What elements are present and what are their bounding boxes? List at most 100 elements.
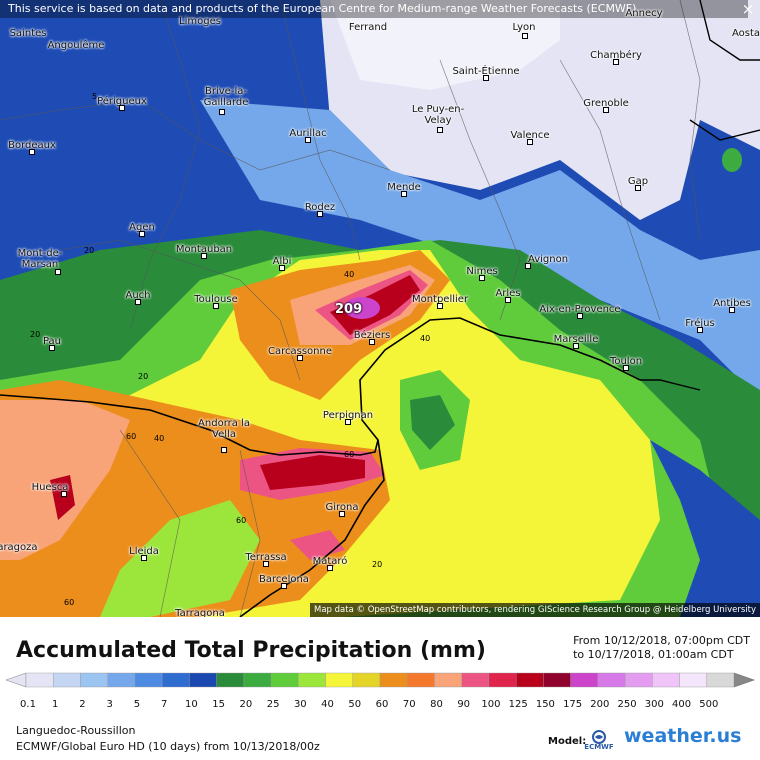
city-marker xyxy=(201,253,207,259)
contour-label: 60 xyxy=(126,432,137,441)
ecmwf-logo: ECMWF xyxy=(582,729,616,753)
city-marker xyxy=(279,265,285,271)
city-label: Le Puy-en-Velay xyxy=(411,104,465,126)
scale-swatch xyxy=(352,672,381,688)
scale-swatch xyxy=(488,672,517,688)
ecmwf-disclaimer-banner: This service is based on data and produc… xyxy=(0,0,748,18)
model-label: Model: xyxy=(548,736,587,747)
city-label: Mende xyxy=(387,182,421,193)
scale-swatch xyxy=(434,672,462,688)
scale-tick-label: 40 xyxy=(321,699,334,710)
city-label: Béziers xyxy=(353,330,391,341)
scale-tick-label: 5 xyxy=(134,699,140,710)
city-marker xyxy=(522,33,528,39)
scale-tick-label: 125 xyxy=(509,699,528,710)
city-label: Arles xyxy=(495,288,521,299)
scale-swatch xyxy=(270,672,299,688)
city-label: Chambéry xyxy=(590,50,642,61)
city-marker xyxy=(577,313,583,319)
city-label: Albi xyxy=(272,256,292,267)
city-marker xyxy=(49,345,55,351)
scale-tick-label: 3 xyxy=(107,699,113,710)
city-marker xyxy=(29,149,35,155)
city-marker xyxy=(55,269,61,275)
city-label: Nimes xyxy=(466,266,498,277)
map-attribution: Map data © OpenStreetMap contributors, r… xyxy=(310,603,760,617)
scale-tick-label: 250 xyxy=(618,699,637,710)
scale-swatch xyxy=(161,672,190,688)
scale-tick-label: 15 xyxy=(212,699,225,710)
chart-title: Accumulated Total Precipitation (mm) xyxy=(16,638,486,663)
city-marker xyxy=(401,191,407,197)
city-label: Périgueux xyxy=(97,96,147,107)
contour-label: 20 xyxy=(138,372,149,381)
city-label: Zaragoza xyxy=(0,542,38,553)
scale-tick-label: 90 xyxy=(457,699,470,710)
city-marker xyxy=(479,275,485,281)
city-label: Brive-la-Gaillarde xyxy=(203,86,249,108)
city-label: Montauban xyxy=(175,244,233,255)
date-to: to 10/17/2018, 01:00am CDT xyxy=(573,648,734,661)
city-marker xyxy=(437,303,443,309)
city-marker xyxy=(263,561,269,567)
city-label: Montpellier xyxy=(411,294,469,305)
city-label: Ferrand xyxy=(348,22,388,33)
city-label: Bordeaux xyxy=(8,140,56,151)
city-marker xyxy=(281,583,287,589)
city-marker xyxy=(141,555,147,561)
scale-arrow-low xyxy=(5,672,27,688)
city-marker xyxy=(483,75,489,81)
city-label: Girona xyxy=(325,502,359,513)
city-marker xyxy=(613,59,619,65)
city-marker xyxy=(339,511,345,517)
scale-swatch xyxy=(461,672,490,688)
model-run-info: ECMWF/Global Euro HD (10 days) from 10/1… xyxy=(16,740,320,753)
scale-swatch xyxy=(134,672,163,688)
city-label: Annecy xyxy=(625,8,663,19)
city-label: Limoges xyxy=(179,16,221,27)
city-marker xyxy=(573,343,579,349)
city-marker xyxy=(697,327,703,333)
scale-tick-label: 200 xyxy=(590,699,609,710)
close-icon[interactable]: × xyxy=(741,0,755,18)
city-marker xyxy=(527,139,533,145)
city-label: Barcelona xyxy=(259,574,309,585)
scale-tick-label: 80 xyxy=(430,699,443,710)
contour-label: 40 xyxy=(154,434,165,443)
scale-swatch xyxy=(189,672,217,688)
scale-tick-label: 500 xyxy=(699,699,718,710)
city-label: Carcassonne xyxy=(268,346,332,357)
city-label: Pau xyxy=(42,336,62,347)
scale-tick-label: 70 xyxy=(403,699,416,710)
city-marker xyxy=(729,307,735,313)
city-label: Huesca xyxy=(31,482,69,493)
city-marker xyxy=(369,339,375,345)
precipitation-map[interactable]: This service is based on data and produc… xyxy=(0,0,760,617)
city-marker xyxy=(305,137,311,143)
city-label: Aosta xyxy=(731,28,760,39)
date-from: From 10/12/2018, 07:00pm CDT xyxy=(573,634,750,647)
scale-tick-label: 1 xyxy=(52,699,58,710)
scale-swatch xyxy=(652,672,680,688)
scale-swatch xyxy=(379,672,408,688)
city-label: Auch xyxy=(125,290,151,301)
scale-swatch xyxy=(624,672,653,688)
scale-tick-label: 100 xyxy=(481,699,500,710)
city-marker xyxy=(297,355,303,361)
weather-us-logo[interactable]: weather.us xyxy=(624,725,742,747)
scale-swatch xyxy=(515,672,544,688)
scale-tick-label: 25 xyxy=(267,699,280,710)
scale-swatch xyxy=(706,672,735,688)
city-label: Rodez xyxy=(304,202,336,213)
city-label: Marseille xyxy=(553,334,599,345)
region-name: Languedoc-Roussillon xyxy=(16,724,136,737)
scale-tick-label: 0.1 xyxy=(20,699,36,710)
date-range: From 10/12/2018, 07:00pm CDT to 10/17/20… xyxy=(573,634,750,662)
city-marker xyxy=(327,565,333,571)
city-marker xyxy=(213,303,219,309)
max-precip-label: 209 xyxy=(335,302,363,317)
scale-swatch xyxy=(243,672,272,688)
city-label: Terrassa xyxy=(245,552,287,563)
scale-swatch xyxy=(407,672,435,688)
city-label: Toulouse xyxy=(194,294,238,305)
